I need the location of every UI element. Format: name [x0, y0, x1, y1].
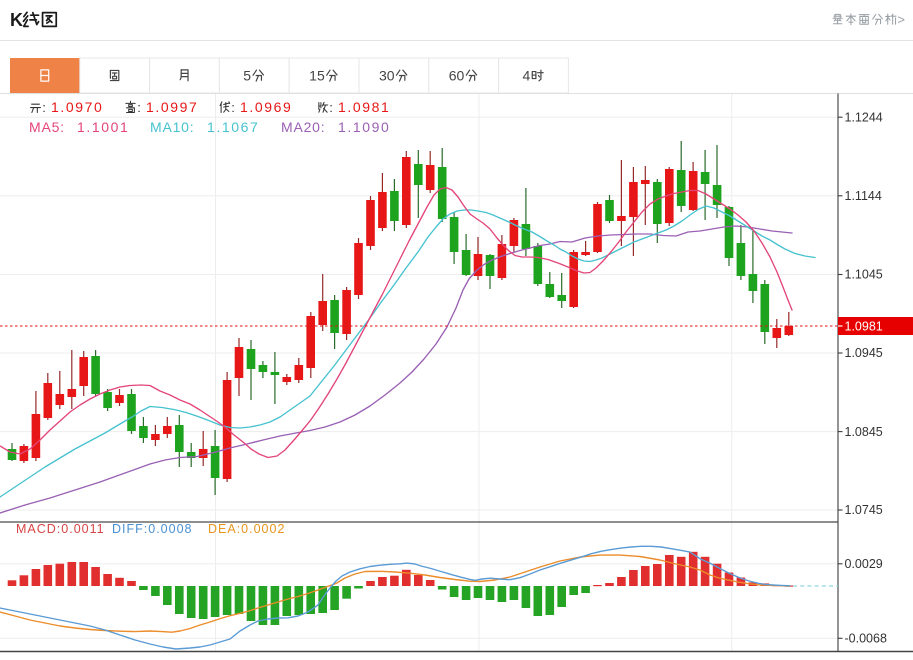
svg-text:1.0981: 1.0981	[845, 320, 883, 334]
svg-text::: :	[137, 100, 141, 115]
svg-text:5: 5	[243, 68, 251, 84]
svg-text:1.1067: 1.1067	[207, 119, 259, 135]
svg-text:-0.0068: -0.0068	[845, 632, 887, 646]
svg-text:60: 60	[449, 68, 465, 84]
svg-text:1.1045: 1.1045	[845, 268, 883, 282]
svg-text:MA10:: MA10:	[150, 119, 194, 135]
svg-text:K: K	[10, 10, 23, 30]
svg-text:MA5:: MA5:	[29, 119, 65, 135]
svg-text:DIFF:0.0008: DIFF:0.0008	[112, 522, 192, 536]
svg-text:DEA:0.0002: DEA:0.0002	[208, 522, 285, 536]
svg-text:MA20:: MA20:	[281, 119, 325, 135]
svg-text:1.1001: 1.1001	[77, 119, 129, 135]
svg-text:MACD:0.0011: MACD:0.0011	[16, 522, 105, 536]
svg-text::: :	[231, 100, 235, 115]
svg-text::: :	[329, 100, 333, 115]
svg-text:1.0970: 1.0970	[51, 99, 103, 115]
svg-text:0.0029: 0.0029	[845, 557, 883, 571]
svg-text:>: >	[897, 12, 905, 27]
svg-text:1.0945: 1.0945	[845, 346, 883, 360]
svg-text:1.0969: 1.0969	[240, 99, 292, 115]
svg-text:1.1090: 1.1090	[338, 119, 390, 135]
svg-text:4: 4	[522, 68, 530, 84]
svg-text:1.1244: 1.1244	[845, 110, 883, 124]
svg-text::: :	[42, 100, 46, 115]
svg-text:15: 15	[309, 68, 325, 84]
svg-text:1.0745: 1.0745	[845, 503, 883, 517]
svg-text:30: 30	[379, 68, 395, 84]
svg-text:1.0845: 1.0845	[845, 425, 883, 439]
svg-text:1.0981: 1.0981	[338, 99, 390, 115]
svg-text:1.1144: 1.1144	[845, 189, 882, 203]
svg-text:1.0997: 1.0997	[146, 99, 198, 115]
